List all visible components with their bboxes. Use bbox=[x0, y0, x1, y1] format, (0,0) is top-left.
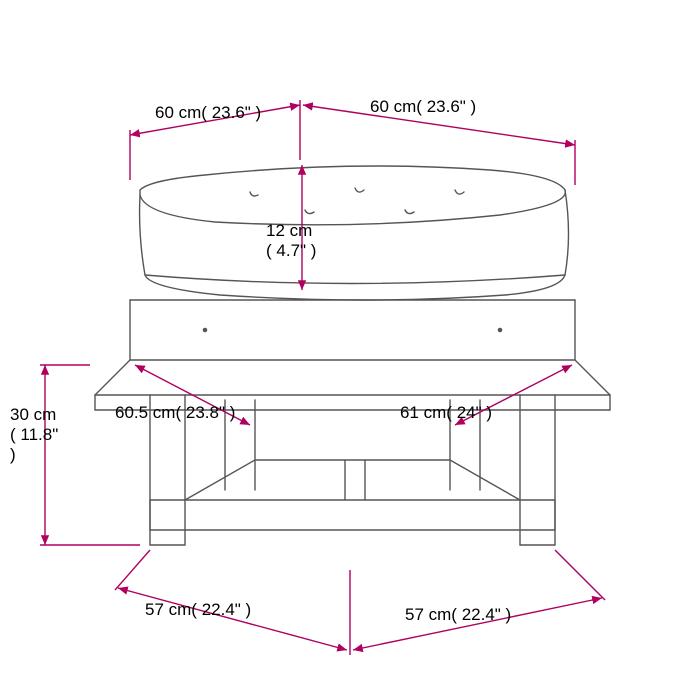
dim-top-width: 61 cm( 24" ) bbox=[400, 403, 492, 422]
dim-base-width: 57 cm( 22.4" ) bbox=[405, 605, 511, 624]
dim-base-depth: 57 cm( 22.4" ) bbox=[145, 600, 251, 619]
dim-cushion-width: 60 cm( 23.6" ) bbox=[370, 97, 476, 116]
dim-cushion-depth: 60 cm( 23.6" ) bbox=[155, 103, 261, 122]
furniture-outline bbox=[95, 166, 610, 545]
dim-frame-height: 30 cm ( 11.8" ) bbox=[10, 405, 63, 464]
dimensions: 60 cm( 23.6" ) 60 cm( 23.6" ) 12 cm ( 4.… bbox=[10, 97, 605, 655]
dimension-diagram: 60 cm( 23.6" ) 60 cm( 23.6" ) 12 cm ( 4.… bbox=[0, 0, 700, 700]
dim-cushion-height: 12 cm ( 4.7" ) bbox=[266, 221, 317, 260]
dim-top-depth: 60.5 cm( 23.8" ) bbox=[115, 403, 235, 422]
